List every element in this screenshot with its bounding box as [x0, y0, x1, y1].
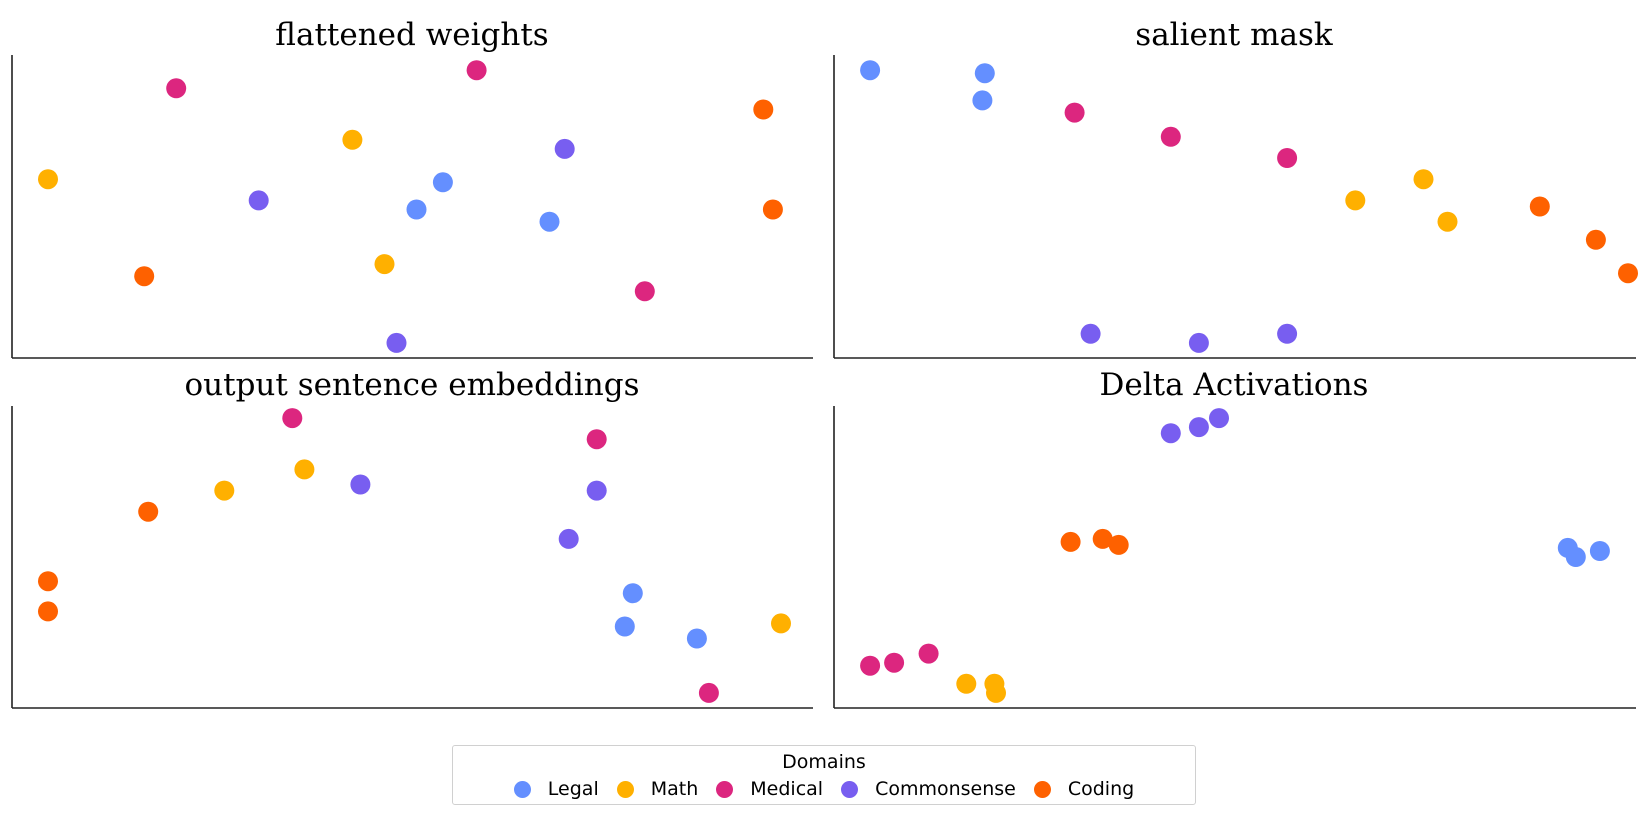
data-point-medical: [166, 78, 187, 99]
data-point-medical: [884, 652, 905, 673]
data-point-commonsense: [1209, 408, 1229, 429]
data-point-commonsense: [1188, 332, 1209, 353]
data-point-commonsense: [350, 474, 371, 495]
data-point-legal: [406, 199, 427, 220]
data-point-commonsense: [554, 138, 575, 159]
data-point-commonsense: [558, 528, 579, 549]
data-point-legal: [974, 63, 995, 84]
legend-marker-legal: [513, 780, 531, 798]
data-point-coding: [753, 99, 774, 120]
legend-item-medical: Medical: [716, 778, 823, 800]
data-point-math: [956, 673, 977, 694]
data-point-coding: [1529, 196, 1550, 217]
data-point-medical: [466, 60, 487, 81]
data-point-legal: [860, 60, 881, 81]
data-point-math: [294, 459, 315, 480]
panel-title: output sentence embeddings: [184, 367, 639, 403]
data-point-coding: [1585, 229, 1606, 250]
data-point-legal: [686, 628, 707, 649]
panel-flattened-weights: flattened weights: [11, 17, 813, 359]
panel-delta-activations: Delta Activations: [833, 367, 1636, 709]
legend-marker-math: [616, 780, 634, 798]
data-point-legal: [432, 172, 453, 193]
data-point-medical: [634, 281, 655, 302]
data-point-math: [342, 129, 363, 150]
data-point-commonsense: [1277, 323, 1298, 344]
data-point-math: [986, 682, 1006, 703]
legend-item-legal: Legal: [513, 778, 599, 800]
data-point-medical: [1277, 148, 1298, 168]
data-point-medical: [918, 643, 939, 664]
legend-label: Medical: [750, 778, 824, 800]
data-point-math: [1437, 211, 1458, 232]
data-point-math: [771, 613, 791, 634]
data-point-medical: [698, 682, 719, 703]
legend-item-math: Math: [616, 778, 699, 800]
panel-title: Delta Activations: [1100, 367, 1369, 403]
legend-label: Coding: [1067, 778, 1135, 800]
data-point-coding: [38, 571, 58, 592]
legend-label: Commonsense: [875, 778, 1016, 800]
data-point-medical: [1160, 126, 1181, 147]
data-point-legal: [622, 583, 643, 604]
data-point-legal: [972, 90, 993, 111]
data-point-math: [374, 254, 395, 275]
data-point-commonsense: [1160, 423, 1181, 444]
legend-marker-medical: [716, 780, 734, 798]
data-point-legal: [614, 616, 635, 637]
data-point-math: [214, 480, 235, 501]
data-point-coding: [38, 601, 58, 622]
data-point-commonsense: [248, 190, 269, 211]
legend-item-commonsense: Commonsense: [841, 778, 1016, 800]
panel-title: salient mask: [1135, 17, 1333, 53]
legend-marker-commonsense: [841, 780, 859, 798]
data-point-legal: [1565, 547, 1586, 567]
data-point-math: [1413, 169, 1434, 190]
data-point-math: [1345, 190, 1366, 211]
data-point-coding: [1618, 263, 1638, 284]
data-point-commonsense: [1080, 323, 1101, 344]
data-point-medical: [586, 429, 607, 450]
panel-title: flattened weights: [275, 17, 548, 53]
data-point-coding: [762, 199, 783, 220]
data-point-coding: [1108, 534, 1129, 555]
legend-title: Domains: [782, 751, 866, 773]
data-point-coding: [134, 266, 155, 287]
data-point-commonsense: [1188, 417, 1209, 438]
data-point-legal: [1589, 541, 1610, 561]
legend-label: Math: [650, 778, 699, 800]
data-point-medical: [860, 655, 881, 676]
data-point-coding: [1092, 528, 1113, 549]
legend-item-coding: Coding: [1033, 778, 1135, 800]
data-point-coding: [138, 501, 159, 522]
legend: Domains Legal Math Medical Commonsense C…: [452, 745, 1196, 805]
data-point-math: [38, 169, 58, 190]
data-point-coding: [1060, 531, 1081, 552]
panel-salient-mask: salient mask: [833, 17, 1638, 359]
data-point-legal: [539, 211, 560, 232]
data-point-medical: [282, 408, 303, 429]
legend-marker-coding: [1033, 780, 1051, 798]
data-point-medical: [1064, 102, 1085, 123]
panel-output-sentence-embeddings: output sentence embeddings: [11, 367, 813, 709]
legend-items: Legal Math Medical Commonsense Coding: [453, 777, 1195, 801]
data-point-commonsense: [386, 332, 407, 353]
data-point-commonsense: [586, 480, 607, 501]
legend-label: Legal: [547, 778, 599, 800]
